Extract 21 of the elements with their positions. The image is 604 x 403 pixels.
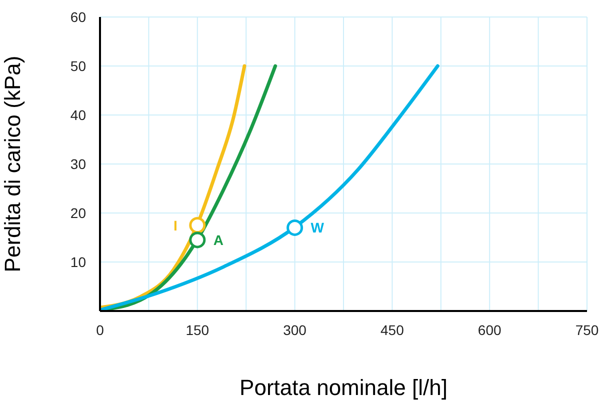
y-tick-label: 10 <box>70 254 86 270</box>
x-tick-label: 600 <box>478 322 502 338</box>
point <box>189 217 206 234</box>
x-tick-label: 450 <box>380 322 404 338</box>
y-tick-label: 20 <box>70 204 86 221</box>
y-tick-label: 60 <box>70 8 86 25</box>
y-axis-title: Perdita di carico (kPa) <box>0 56 25 272</box>
series-label: A <box>213 232 224 248</box>
x-tick-label: 750 <box>575 322 599 338</box>
y-tick-label: 50 <box>70 58 86 74</box>
series-label: I <box>174 217 178 234</box>
y-tick-label: 40 <box>70 106 86 123</box>
line-series <box>100 64 440 311</box>
x-axis-title: Portata nominale [l/h] <box>240 375 448 400</box>
y-tick-label: 30 <box>70 156 86 172</box>
x-tick-label: 300 <box>283 322 307 338</box>
series-label: W <box>310 220 325 236</box>
x-tick-label: 150 <box>186 322 210 338</box>
x-tick-label: 0 <box>96 322 104 338</box>
point <box>189 232 206 248</box>
point <box>286 219 304 236</box>
